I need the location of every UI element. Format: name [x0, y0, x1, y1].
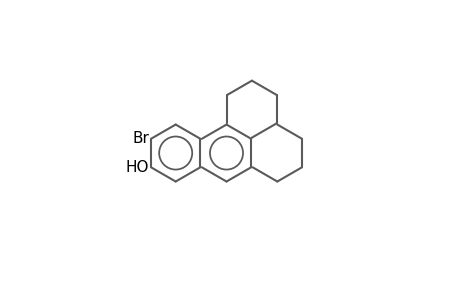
Text: Br: Br	[132, 131, 149, 146]
Text: HO: HO	[126, 160, 149, 175]
